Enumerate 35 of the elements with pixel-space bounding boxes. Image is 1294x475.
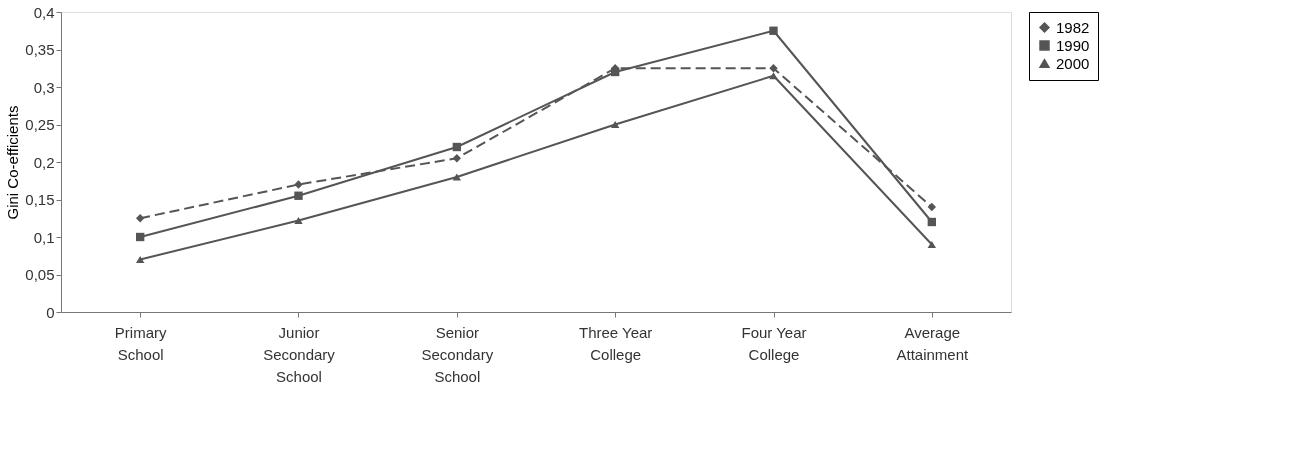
point [294,180,303,189]
y-tick-label: 0,3 [33,78,55,96]
y-tick-label: 0,35 [25,41,55,58]
y-axis-title: Gini Co-efficients [4,105,22,220]
point [769,26,778,35]
point [294,216,303,225]
point [927,202,937,212]
y-tick-label: 0,15 [25,191,55,208]
x-tick-label: Junior Secondary School [263,323,336,385]
point [452,154,462,163]
y-tick-label: 0,1 [33,228,55,246]
point [452,142,462,152]
y-tick-label: 0,4 [33,3,55,21]
legend-label: 1982 [1056,18,1090,36]
point [769,64,778,73]
x-tick-label: Four Year College [741,323,807,363]
point [135,232,145,242]
y-tick-label: 0 [46,303,55,321]
y-tick-label: 0,05 [25,266,55,283]
y-tick-label: 0,2 [33,153,55,171]
point [135,214,145,223]
point [927,240,937,249]
point [135,255,145,264]
point [927,217,937,227]
legend-label: 2000 [1056,54,1090,72]
point [769,72,778,80]
x-tick-label: Senior Secondary School [421,323,494,385]
y-tick-label: 0,25 [25,116,55,133]
x-tick-label: Average Attainment [896,323,970,363]
legend-label: 1990 [1056,36,1090,54]
point [452,173,462,181]
x-tick-label: Primary School [114,323,167,363]
point [610,120,620,129]
point [294,191,303,200]
x-tick-label: Three Year College [578,323,653,363]
